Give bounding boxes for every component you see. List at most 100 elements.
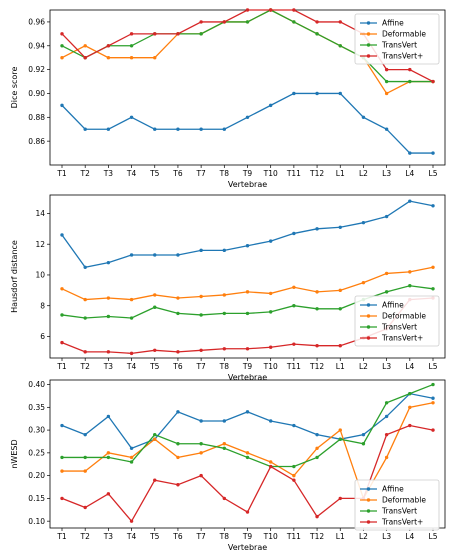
data-point (338, 428, 342, 432)
data-point (129, 519, 134, 523)
data-point (199, 294, 203, 299)
data-point (384, 414, 389, 419)
data-point (361, 442, 366, 446)
x-tick-label: T9 (242, 362, 253, 371)
x-tick-label: L2 (359, 362, 368, 371)
x-tick-label: L2 (359, 169, 368, 178)
y-tick-label: 0.86 (28, 137, 45, 146)
data-point (315, 20, 319, 24)
data-point (176, 311, 180, 316)
y-tick-label: 0.30 (28, 426, 45, 435)
data-point (268, 291, 273, 296)
data-point (384, 67, 389, 72)
x-tick-label: T5 (149, 362, 160, 371)
data-point (315, 307, 319, 311)
data-point (129, 55, 134, 60)
data-point (199, 419, 203, 423)
x-tick-label: L4 (405, 169, 414, 178)
data-point (176, 350, 180, 354)
data-point (315, 227, 319, 231)
data-point (106, 260, 111, 265)
y-tick-label: 0.88 (28, 113, 45, 122)
legend-entry: TransVert (381, 507, 417, 516)
data-point (408, 67, 412, 72)
data-point (129, 32, 134, 36)
data-point (245, 311, 250, 316)
x-tick-label: T11 (286, 532, 301, 541)
data-point (176, 253, 180, 257)
x-tick-label: T10 (263, 532, 278, 541)
x-tick-label: T3 (103, 169, 114, 178)
x-tick-label: T1 (56, 532, 67, 541)
data-point (431, 287, 435, 291)
y-tick-label: 0.20 (28, 471, 45, 480)
data-point (176, 296, 180, 300)
x-tick-label: T9 (242, 169, 253, 178)
data-point (408, 284, 412, 288)
data-point (153, 305, 157, 309)
data-point (60, 55, 64, 60)
y-tick-label: 0.10 (28, 517, 45, 526)
data-point (268, 345, 273, 349)
data-point (60, 32, 64, 36)
data-point (222, 127, 227, 131)
data-point (384, 401, 389, 405)
x-tick-label: T9 (242, 532, 253, 541)
data-point (361, 432, 366, 437)
data-point (245, 20, 250, 24)
data-point (83, 44, 87, 48)
data-point (408, 199, 412, 203)
data-point (199, 348, 203, 353)
data-point (384, 91, 389, 96)
data-point (129, 316, 134, 320)
y-tick-label: 0.35 (28, 403, 45, 412)
data-point (338, 496, 342, 501)
data-point (176, 32, 180, 36)
data-point (292, 342, 296, 346)
data-point (83, 350, 87, 354)
data-point (245, 410, 250, 414)
legend-entry: TransVert+ (381, 518, 423, 527)
data-point (268, 239, 273, 243)
data-point (60, 455, 64, 460)
x-tick-label: T12 (309, 169, 324, 178)
data-point (315, 455, 319, 460)
x-tick-label: T2 (80, 532, 91, 541)
data-point (338, 225, 342, 229)
data-point (83, 127, 87, 131)
data-point (106, 451, 111, 455)
data-point (129, 115, 134, 120)
legend-marker (366, 498, 371, 502)
data-point (222, 311, 227, 316)
data-point (408, 79, 412, 84)
x-tick-label: T3 (103, 532, 114, 541)
data-point (129, 44, 134, 48)
x-tick-label: T3 (103, 362, 114, 371)
data-point (60, 44, 64, 48)
data-point (338, 288, 342, 293)
data-point (83, 55, 87, 60)
data-point (292, 285, 296, 289)
x-tick-label: T4 (126, 169, 137, 178)
data-point (361, 280, 366, 285)
legend-marker (366, 303, 371, 307)
x-tick-label: T4 (126, 362, 137, 371)
data-point (222, 248, 227, 253)
data-point (60, 423, 64, 428)
data-point (106, 350, 111, 354)
data-point (268, 8, 273, 12)
data-point (153, 253, 157, 257)
data-point (199, 127, 203, 131)
data-point (245, 290, 250, 294)
data-point (384, 432, 389, 437)
x-tick-label: L2 (359, 532, 368, 541)
data-point (153, 127, 157, 131)
x-tick-label: T11 (286, 169, 301, 178)
data-point (408, 151, 412, 155)
x-axis-label: Vertebrae (228, 373, 267, 382)
data-point (292, 304, 296, 308)
x-tick-label: T11 (286, 362, 301, 371)
data-point (315, 91, 319, 96)
data-point (245, 115, 250, 120)
data-point (315, 290, 319, 294)
